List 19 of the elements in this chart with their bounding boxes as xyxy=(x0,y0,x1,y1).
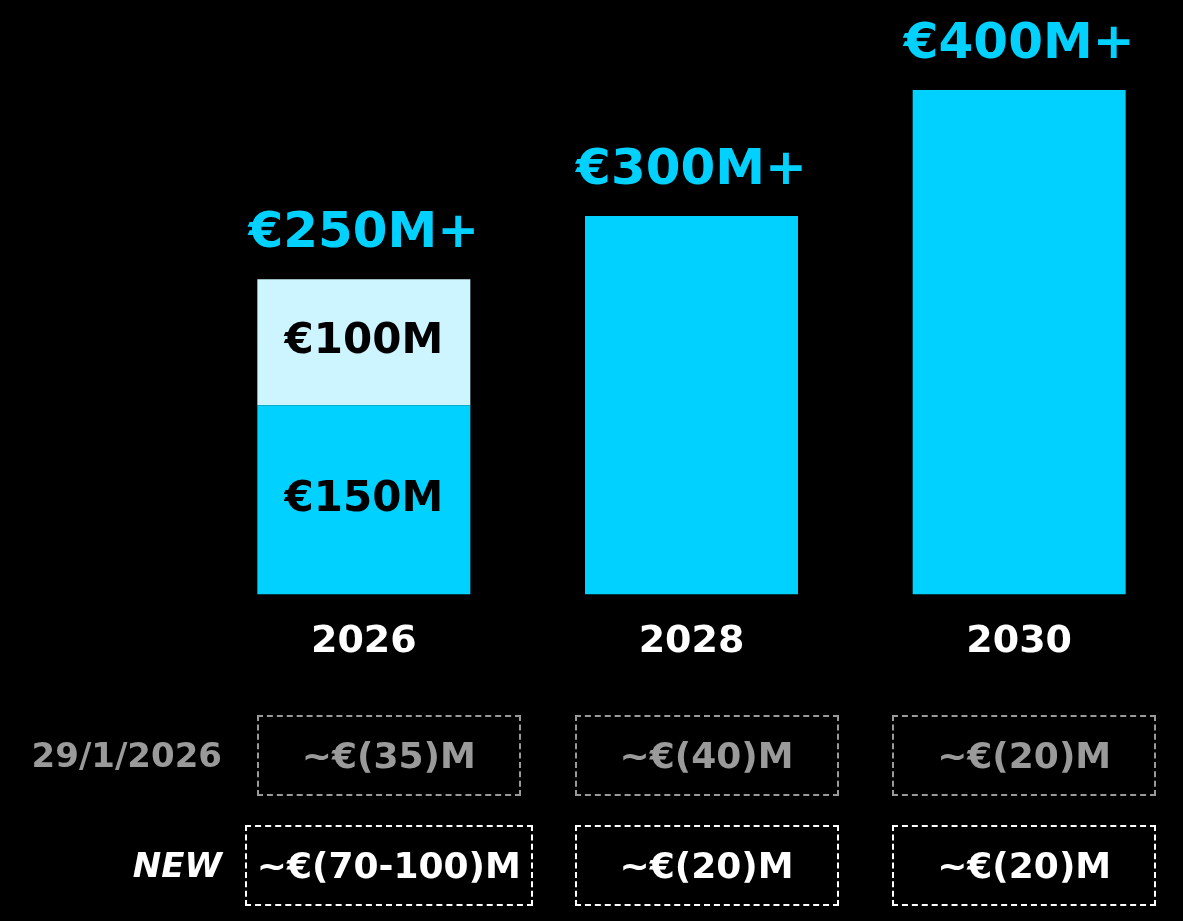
text: ~€(70-100)M xyxy=(244,824,533,906)
total-label: €300M+ xyxy=(575,138,807,197)
text: ~€(35)M xyxy=(256,714,521,796)
data-label: €100M xyxy=(283,314,444,364)
bar xyxy=(912,90,1126,595)
x-tick-label: 2030 xyxy=(966,617,1073,662)
x-tick-label: 2028 xyxy=(638,617,745,662)
total-label: €250M+ xyxy=(247,201,480,260)
bar xyxy=(257,405,471,595)
text: ~€(20)M xyxy=(574,824,839,906)
total-label: €400M+ xyxy=(902,11,1135,70)
text: ~€(20)M xyxy=(892,824,1157,906)
text: 29/1/2026 xyxy=(30,735,223,775)
x-tick-label: 2026 xyxy=(310,617,417,662)
text: NEW xyxy=(131,845,224,885)
data-label: €150M xyxy=(283,471,444,521)
text: ~€(20)M xyxy=(892,714,1157,796)
text: ~€(40)M xyxy=(574,714,839,796)
bar xyxy=(585,216,798,595)
